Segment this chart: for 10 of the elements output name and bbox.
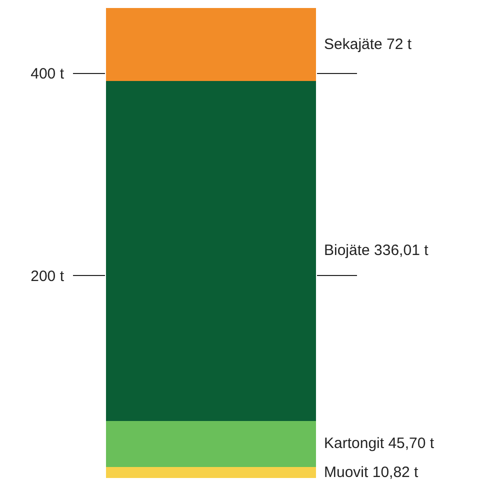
y-tick-label: 400 t [30,66,65,83]
bar [106,81,316,421]
bar [106,421,316,467]
bar [106,8,316,81]
bar [106,467,316,478]
text: Sekajäte 72 t [324,36,412,53]
y-tick-label: 200 t [30,268,65,285]
text: Biojäte 336,01 t [324,242,428,259]
text: Muovit 10,82 t [324,464,418,481]
text: Kartongit 45,70 t [324,435,434,452]
